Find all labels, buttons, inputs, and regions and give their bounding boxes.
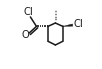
Text: Cl: Cl	[73, 19, 83, 29]
Text: Cl: Cl	[23, 6, 33, 16]
Text: O: O	[21, 30, 29, 40]
Polygon shape	[63, 24, 73, 26]
